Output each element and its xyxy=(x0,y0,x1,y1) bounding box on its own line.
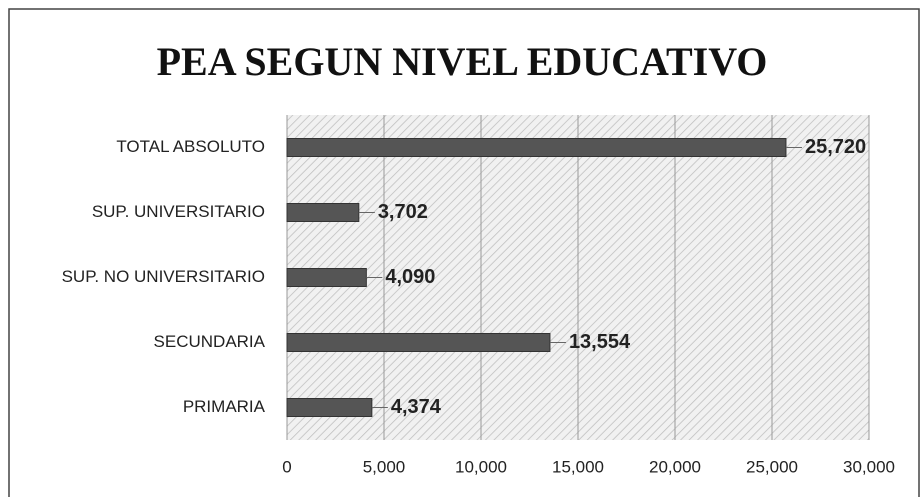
x-tick-label: 30,000 xyxy=(843,457,895,476)
y-tick-label: SUP. NO UNIVERSITARIO xyxy=(62,267,265,286)
data-label: 25,720 xyxy=(805,136,866,158)
x-tick-label: 0 xyxy=(282,457,291,476)
data-label: 13,554 xyxy=(569,331,631,353)
y-tick-label: SECUNDARIA xyxy=(154,332,266,351)
x-tick-label: 10,000 xyxy=(455,457,507,476)
data-label: 4,090 xyxy=(385,266,435,288)
x-tick-label: 25,000 xyxy=(746,457,798,476)
x-tick-label: 5,000 xyxy=(363,457,406,476)
bar xyxy=(286,268,367,287)
y-tick-label: SUP. UNIVERSITARIO xyxy=(92,202,265,221)
x-tick-label: 15,000 xyxy=(552,457,604,476)
data-label: 3,702 xyxy=(378,201,428,223)
chart-title: PEA SEGUN NIVEL EDUCATIVO xyxy=(157,39,768,84)
bar xyxy=(286,398,373,417)
bar xyxy=(286,203,360,222)
bar xyxy=(286,138,787,157)
data-label: 4,374 xyxy=(391,396,442,418)
bar xyxy=(286,333,551,352)
y-tick-label: TOTAL ABSOLUTO xyxy=(116,137,265,156)
y-tick-label: PRIMARIA xyxy=(183,397,266,416)
x-tick-label: 20,000 xyxy=(649,457,701,476)
